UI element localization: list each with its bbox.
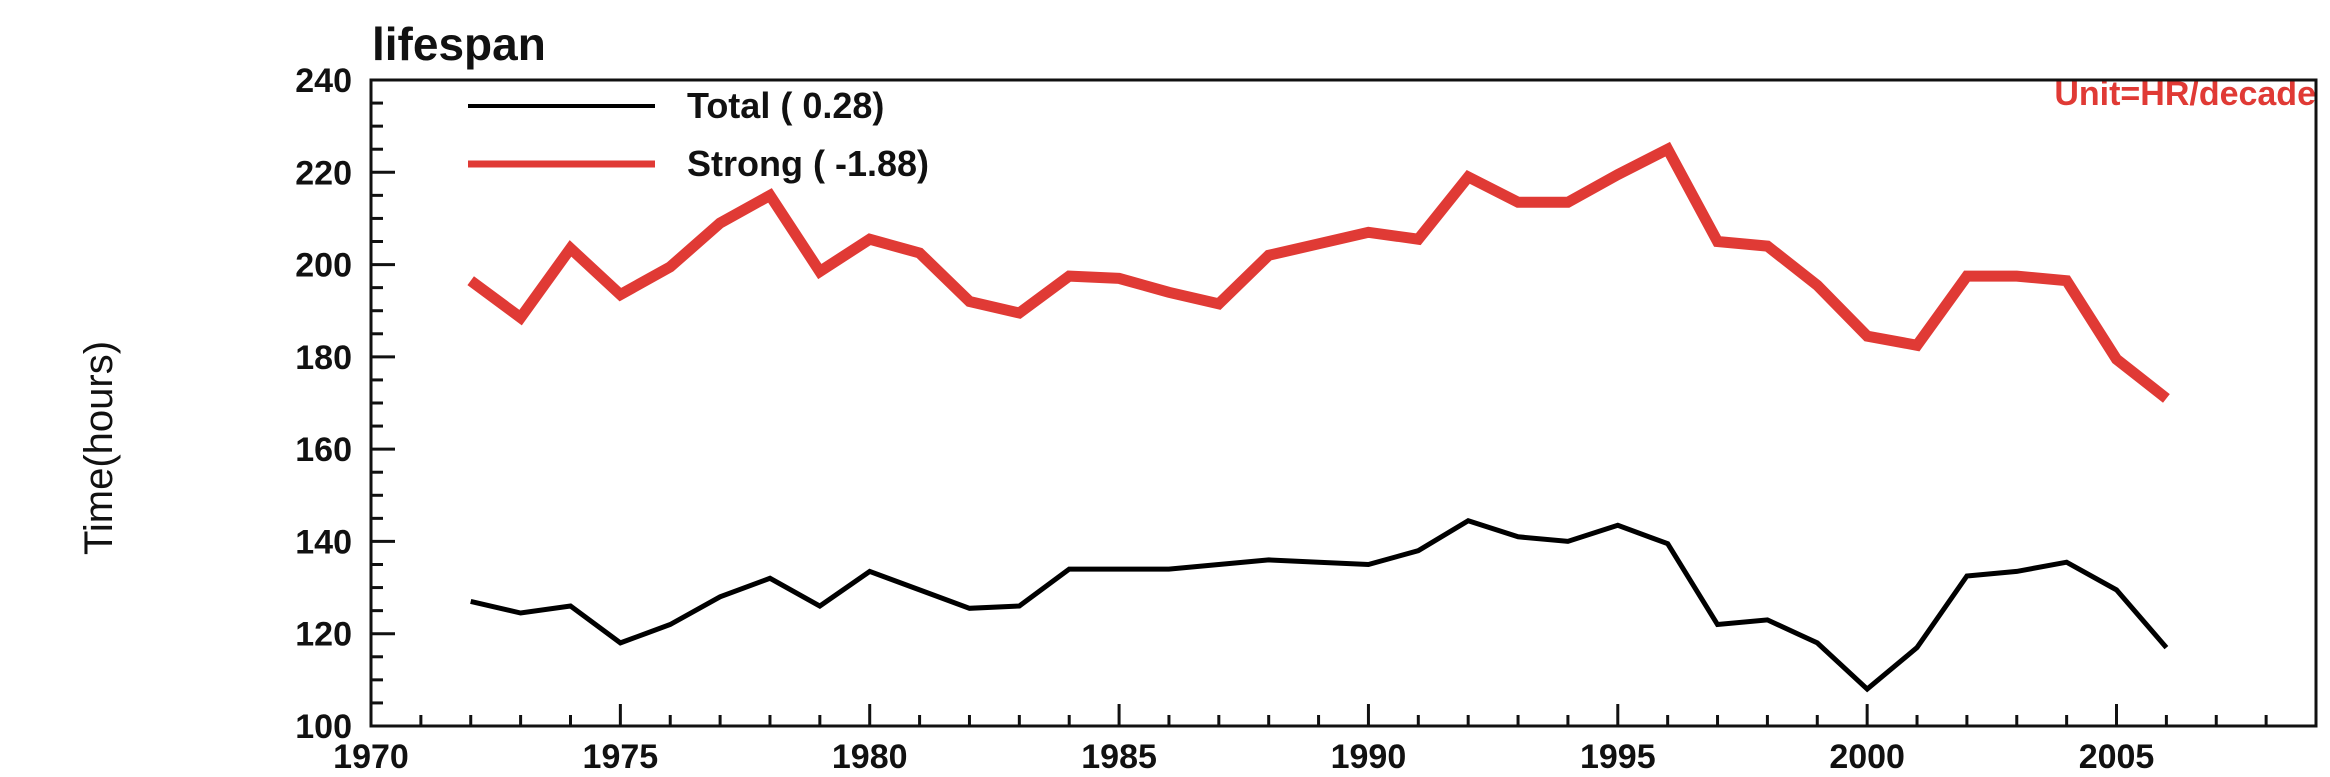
y-axis: 100 120 140 160 180 200 220 240 — [295, 62, 395, 746]
y-tick-label: 240 — [295, 62, 352, 100]
x-tick-label: 2000 — [1829, 738, 1905, 776]
series-line-1 — [467, 141, 2170, 403]
legend: Total ( 0.28) Strong ( -1.88) — [468, 85, 929, 184]
x-axis: 1970 1975 1980 1985 1990 1995 2000 2005 — [333, 704, 2318, 776]
y-tick-label: 220 — [295, 154, 352, 192]
legend-label-total: Total ( 0.28) — [687, 85, 884, 126]
x-tick-label: 1990 — [1331, 738, 1407, 776]
x-tick-label: 1980 — [832, 738, 908, 776]
x-tick-label: 1985 — [1081, 738, 1157, 776]
y-tick-label: 200 — [295, 247, 352, 285]
series-layer — [467, 141, 2170, 693]
series-line-0 — [470, 517, 2169, 693]
x-tick-label: 1995 — [1580, 738, 1656, 776]
y-tick-label: 180 — [295, 339, 352, 377]
x-tick-label: 1975 — [583, 738, 659, 776]
y-axis-label: Time(hours) — [77, 341, 121, 555]
x-tick-label: 2005 — [2079, 738, 2155, 776]
legend-label-strong: Strong ( -1.88) — [687, 143, 929, 184]
y-tick-label: 100 — [295, 708, 352, 746]
y-tick-label: 120 — [295, 616, 352, 654]
y-tick-label: 160 — [295, 431, 352, 469]
chart-title: lifespan — [372, 18, 546, 70]
y-tick-label: 140 — [295, 523, 352, 561]
x-tick-label: 1970 — [333, 738, 409, 776]
